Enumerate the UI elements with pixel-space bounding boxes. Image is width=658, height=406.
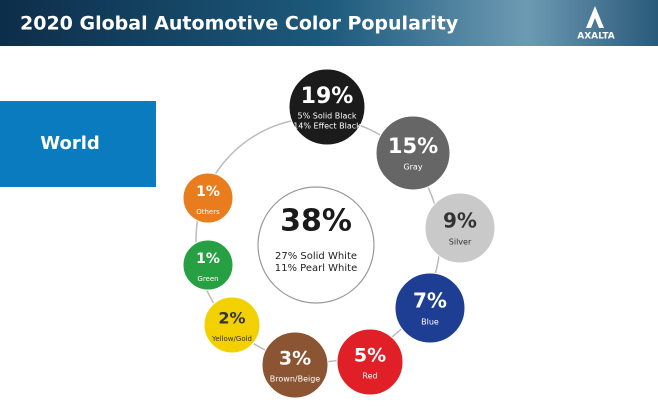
node-percent: 7% xyxy=(413,289,447,313)
color-node xyxy=(182,172,234,224)
node-percent: 3% xyxy=(279,348,311,370)
node-percent: 9% xyxy=(443,209,477,233)
node-label: Green xyxy=(197,275,218,283)
color-node xyxy=(336,328,404,396)
node-label: Blue xyxy=(421,318,439,327)
node-label: Gray xyxy=(403,163,422,172)
node-percent: 15% xyxy=(388,134,438,158)
node-label: Red xyxy=(362,372,377,381)
node-label: 14% Effect Black xyxy=(293,122,361,131)
node-label: Yellow/Gold xyxy=(211,335,252,343)
node-percent: 19% xyxy=(301,84,354,109)
logo-mark xyxy=(586,6,604,28)
center-circle xyxy=(257,186,375,304)
center-line: 27% Solid White xyxy=(275,251,357,262)
node-percent: 1% xyxy=(196,184,220,200)
color-node xyxy=(203,296,261,354)
node-label: Brown/Beige xyxy=(270,375,321,384)
color-node xyxy=(424,192,496,264)
node-label: Others xyxy=(196,208,220,216)
region-box xyxy=(0,101,156,187)
color-node xyxy=(288,68,366,146)
node-label: 5% Solid Black xyxy=(298,112,357,121)
header-title: 2020 Global Automotive Color Popularity xyxy=(20,13,459,35)
node-label: Silver xyxy=(449,238,472,247)
color-node xyxy=(394,272,466,344)
logo-text: AXALTA xyxy=(577,32,615,42)
color-node xyxy=(375,115,451,191)
node-percent: 1% xyxy=(196,251,220,267)
region-label: World xyxy=(40,133,100,154)
center-percent: 38% xyxy=(280,204,352,239)
color-node xyxy=(261,331,329,399)
header-banner xyxy=(0,0,658,46)
node-percent: 2% xyxy=(218,309,245,328)
node-percent: 5% xyxy=(354,345,386,367)
center-line: 11% Pearl White xyxy=(275,263,358,274)
color-node xyxy=(182,239,234,291)
